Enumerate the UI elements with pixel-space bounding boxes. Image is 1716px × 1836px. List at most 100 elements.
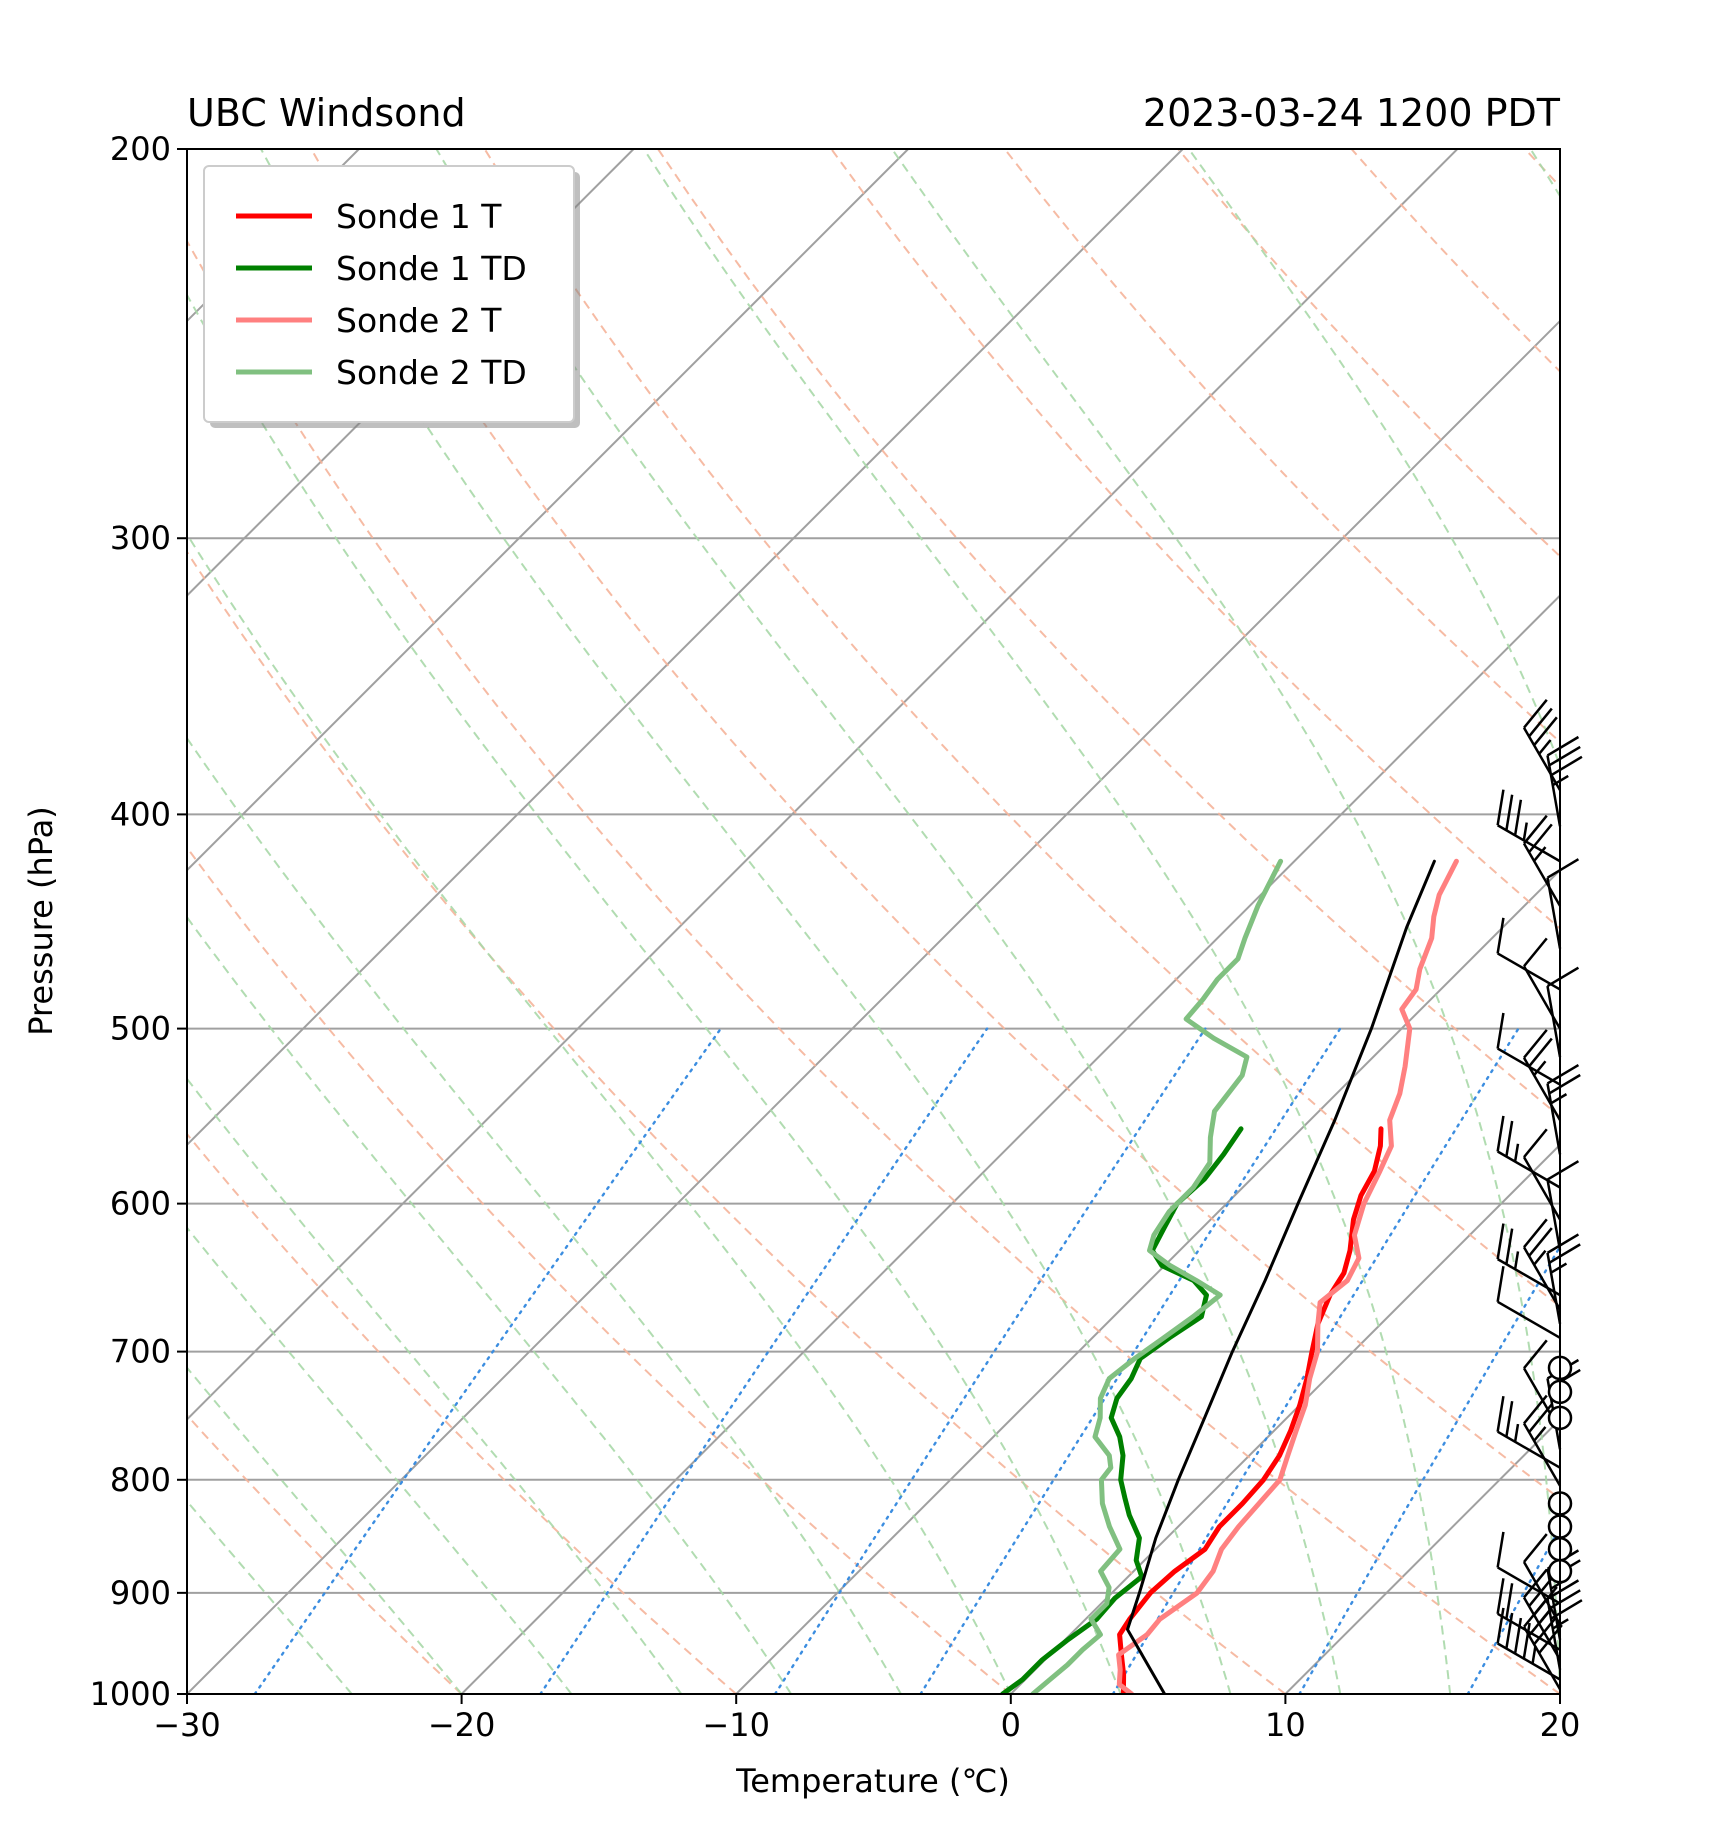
wind-barb-flag: [1528, 707, 1553, 738]
y-axis-ticks: 200 300 400 500 600 700 800 900 1000: [90, 130, 187, 1713]
chart-title-left: UBC Windsond: [187, 91, 466, 135]
isotherm-line: [460, 594, 1560, 1694]
legend-label-sonde2-td: Sonde 2 TD: [336, 353, 527, 392]
wind-barb-half-flag: [1513, 1143, 1520, 1162]
dry-adiabat: [1524, 149, 1560, 188]
mixing-ratio-line: [1690, 1029, 1716, 1694]
legend-label-sonde1-t: Sonde 1 T: [336, 197, 502, 236]
dry-adiabat: [310, 149, 1560, 1501]
plot-frame: [186, 148, 1561, 1695]
wind-barb-flag: [1513, 799, 1523, 836]
wind-barb-flag: [1546, 1233, 1580, 1254]
moist-adiabat: [642, 149, 1452, 1694]
wind-barb-flag: [1523, 699, 1548, 729]
wind-barb-staff: [1497, 1612, 1561, 1651]
wind-barb-flag: [1505, 1401, 1514, 1437]
dry-adiabat: [187, 239, 1560, 1694]
wind-barb-staff: [1522, 1246, 1562, 1311]
wind-barb-flag: [1522, 1622, 1531, 1659]
wind-barb-half-flag: [1533, 846, 1547, 862]
wind-barb-flag: [1546, 1160, 1580, 1181]
legend-box: [203, 165, 575, 423]
wind-barb-staff: [1522, 1422, 1562, 1487]
moist-adiabat: [187, 1077, 683, 1694]
wind-barb-staff: [1497, 1430, 1561, 1469]
dry-adiabat: [187, 1132, 737, 1694]
dry-adiabat: [1698, 149, 1716, 1694]
y-tick-label: 1000: [90, 1675, 171, 1713]
x-tick-label: −30: [153, 1706, 221, 1744]
y-tick-label: 300: [110, 519, 171, 557]
wind-barb-flag: [1496, 1578, 1505, 1615]
isotherm-line: [1010, 1143, 1560, 1694]
wind-barb-half-flag: [1531, 1645, 1537, 1664]
series-sonde-1-t: [1116, 858, 1459, 1694]
wind-barb-half-flag: [1533, 1426, 1547, 1442]
wind-barbs: [1496, 699, 1583, 1690]
wind-barb-staff: [1497, 1300, 1561, 1339]
mixing-ratio-line: [919, 1027, 1342, 1694]
isotherm-line: [187, 149, 1459, 1421]
dry-adiabat: [1350, 149, 1560, 373]
legend-label-sonde2-t: Sonde 2 T: [336, 301, 502, 340]
mixing-ratio-line: [539, 1027, 989, 1694]
wind-barb-flag: [1496, 1607, 1505, 1644]
wind-barb-flag: [1505, 794, 1514, 831]
wind-barb-half-flag: [1550, 1093, 1568, 1105]
mixing-ratio-line: [1298, 1244, 1560, 1694]
wind-barb-staff: [1497, 1642, 1561, 1681]
wind-barb-flag: [1496, 1223, 1505, 1260]
y-axis-label: Pressure (hPa): [22, 806, 60, 1036]
wind-barb-flag: [1523, 1218, 1548, 1248]
moist-adiabat: [187, 736, 902, 1694]
wind-barb-staff: [1497, 1150, 1561, 1189]
wind-barb-flag: [1548, 745, 1581, 767]
isotherm-line: [187, 149, 909, 872]
wind-barb-flag: [1496, 1012, 1505, 1049]
y-tick-label: 700: [110, 1333, 171, 1371]
series-sonde-1-td: [1030, 858, 1284, 1694]
wind-barb-flag: [1548, 1073, 1581, 1095]
wind-barb-flag: [1523, 1339, 1548, 1369]
wind-barb-flag: [1505, 1120, 1514, 1157]
x-tick-label: −10: [702, 1706, 770, 1744]
wind-barb-staff: [1546, 1568, 1562, 1640]
y-tick-label: 500: [110, 1010, 171, 1048]
wind-barb-flag: [1496, 1115, 1505, 1152]
y-tick-label: 600: [110, 1185, 171, 1223]
series-sonde-2-t: [1117, 1126, 1384, 1694]
wind-barb-flag: [1546, 966, 1580, 988]
wind-barb-flag: [1505, 1228, 1514, 1265]
wind-barb-flag: [1546, 858, 1580, 879]
isotherm-line: [187, 149, 1184, 1147]
wind-barb-staff: [1522, 1156, 1562, 1221]
wind-barb-staff: [1522, 1626, 1562, 1690]
mixing-ratio-line: [1591, 1029, 1716, 1694]
wind-barb-flag: [1523, 814, 1548, 845]
wind-barb-staff: [1522, 727, 1562, 791]
wind-barb-flag: [1528, 1037, 1553, 1068]
wind-barb-half-flag: [1522, 822, 1528, 841]
wind-barb-flag: [1496, 1531, 1505, 1568]
wind-barb-staff: [1546, 1179, 1562, 1251]
dry-adiabat: [187, 1413, 463, 1694]
wind-barb-flag: [1533, 1615, 1558, 1646]
wind-barb-flag: [1496, 917, 1505, 954]
wind-barb-half-flag: [1538, 1608, 1552, 1625]
wind-barb-flag: [1533, 716, 1558, 746]
y-tick-label: 200: [110, 130, 171, 168]
wind-barb-staff: [1497, 1047, 1561, 1086]
wind-barb-flag: [1505, 1583, 1514, 1620]
wind-barb-staff: [1497, 824, 1561, 863]
y-tick-label: 400: [110, 795, 171, 833]
parcel-path-line: [1126, 859, 1436, 1694]
wind-barb-flag: [1546, 735, 1580, 757]
moist-adiabat: [187, 1499, 353, 1694]
wind-barb-staff: [1497, 1258, 1561, 1297]
isotherm-line: [1284, 1417, 1560, 1694]
wind-barb-staff: [1546, 755, 1562, 827]
wind-barb-staff: [1522, 965, 1562, 1030]
moist-adiabat: [187, 292, 1122, 1694]
wind-barb-flag: [1550, 755, 1583, 777]
